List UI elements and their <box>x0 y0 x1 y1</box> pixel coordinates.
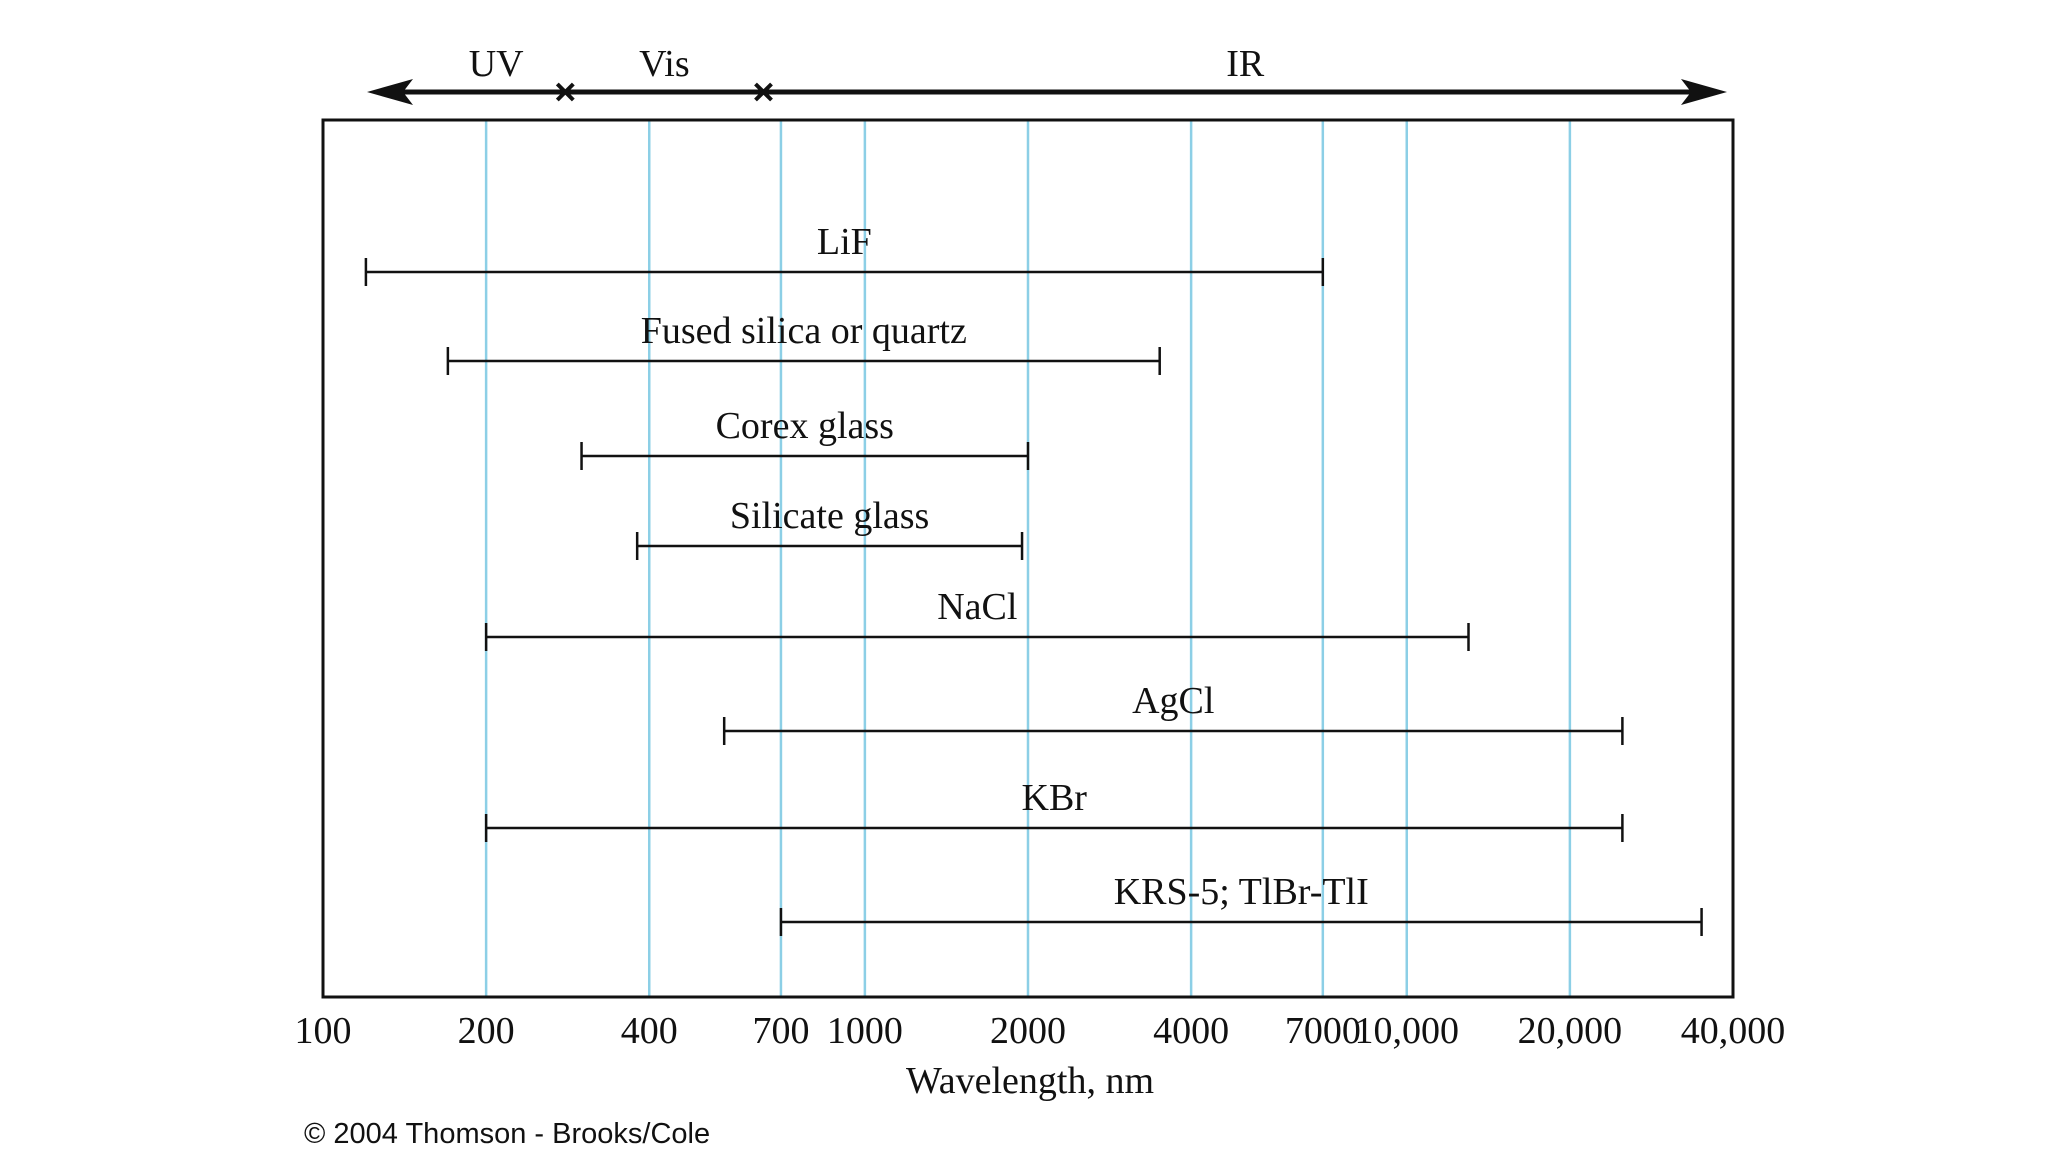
tick-label-1000: 1000 <box>827 1010 903 1052</box>
range-label: KRS-5; TlBr-TlI <box>1114 871 1369 913</box>
range-label: NaCl <box>937 586 1017 628</box>
range-label: Corex glass <box>716 405 894 447</box>
tick-label-400: 400 <box>621 1010 678 1052</box>
tick-label-10000: 10,000 <box>1355 1010 1460 1052</box>
region-boundary-ir <box>754 82 773 102</box>
range-fused-silica-or-quartz: Fused silica or quartz <box>446 310 1161 375</box>
spectral-regions: UV Vis IR <box>367 43 1727 105</box>
gridlines <box>484 120 1572 997</box>
x-axis-label: Wavelength, nm <box>906 1060 1154 1102</box>
range-agcl: AgCl <box>722 680 1624 745</box>
material-ranges: LiF Fused silica or quartz Corex glass Sili… <box>364 221 1703 936</box>
boundary-stroke-b <box>555 82 575 102</box>
region-label-ir: IR <box>1226 43 1265 85</box>
plot-frame <box>321 118 1735 999</box>
tick-label-100: 100 <box>295 1010 352 1052</box>
range-label: Fused silica or quartz <box>641 310 967 352</box>
region-arrow-right-head <box>1681 79 1727 105</box>
range-kbr: KBr <box>484 777 1624 842</box>
range-label: LiF <box>817 221 872 263</box>
tick-label-40000: 40,000 <box>1681 1010 1786 1052</box>
tick-label-20000: 20,000 <box>1518 1010 1623 1052</box>
region-label-vis: Vis <box>639 43 690 85</box>
region-arrow-left-head <box>367 79 413 105</box>
boundary-stroke-b <box>754 82 773 102</box>
range-label: AgCl <box>1132 680 1214 722</box>
region-label-uv: UV <box>469 43 524 85</box>
tick-label-700: 700 <box>752 1010 809 1052</box>
tick-label-4000: 4000 <box>1153 1010 1229 1052</box>
tick-label-2000: 2000 <box>990 1010 1066 1052</box>
region-boundary-vis <box>555 82 575 102</box>
range-corex-glass: Corex glass <box>580 405 1030 470</box>
copyright-credit: © 2004 Thomson - Brooks/Cole <box>304 1118 711 1150</box>
range-silicate-glass: Silicate glass <box>635 495 1024 560</box>
range-lif: LiF <box>364 221 1325 286</box>
range-label: Silicate glass <box>730 495 929 537</box>
range-label: KBr <box>1022 777 1088 819</box>
range-nacl: NaCl <box>484 586 1470 651</box>
range-krs-5-tlbr-tli: KRS-5; TlBr-TlI <box>779 871 1703 936</box>
tick-label-200: 200 <box>458 1010 515 1052</box>
tick-label-7000: 7000 <box>1285 1010 1361 1052</box>
